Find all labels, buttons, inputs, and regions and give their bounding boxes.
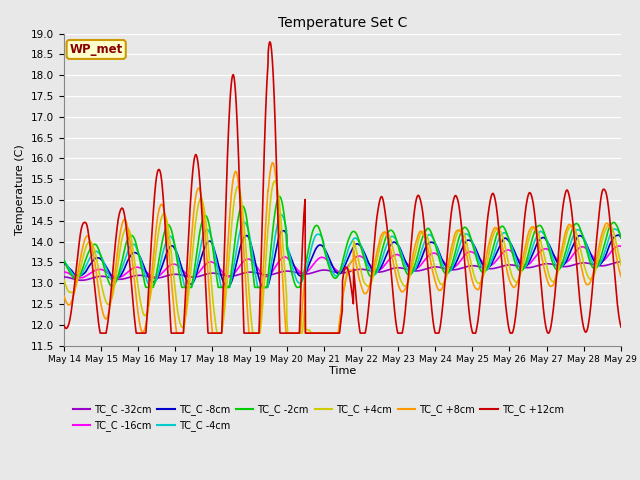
Y-axis label: Temperature (C): Temperature (C) (15, 144, 26, 235)
X-axis label: Time: Time (329, 366, 356, 376)
Legend: TC_C -32cm, TC_C -16cm, TC_C -8cm, TC_C -4cm, TC_C -2cm, TC_C +4cm, TC_C +8cm, T: TC_C -32cm, TC_C -16cm, TC_C -8cm, TC_C … (69, 400, 568, 435)
Text: WP_met: WP_met (70, 43, 123, 56)
Title: Temperature Set C: Temperature Set C (278, 16, 407, 30)
